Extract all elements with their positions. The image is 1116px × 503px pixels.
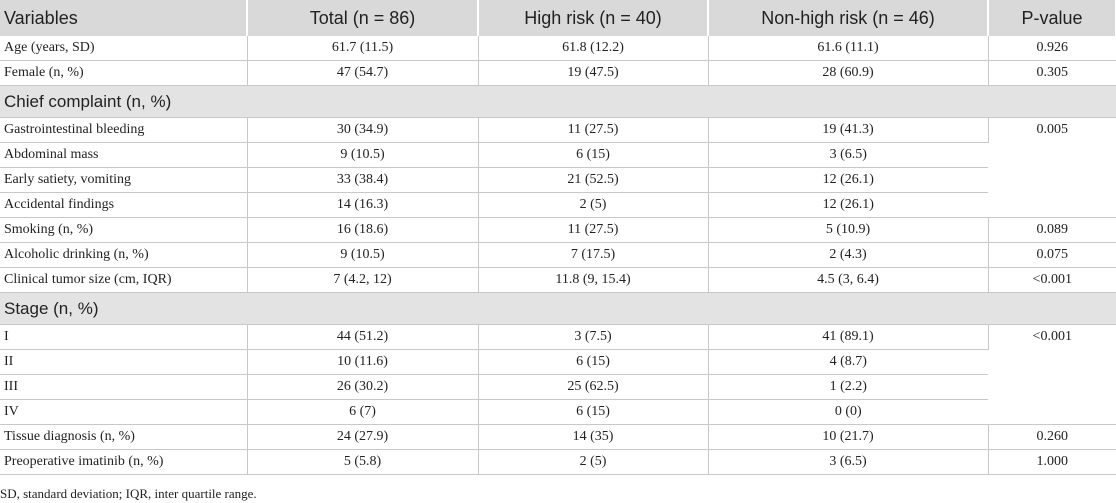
table-row: Abdominal mass 9 (10.5) 6 (15) 3 (6.5) <box>0 142 1116 168</box>
table-row: Stage (n, %) <box>0 292 1116 325</box>
header-cell: Variables <box>0 0 248 36</box>
header-cell: Total (n = 86) <box>247 0 479 36</box>
cell: 4.5 (3, 6.4) <box>708 267 989 293</box>
cell: 1.000 <box>988 449 1116 475</box>
cell: 26 (30.2) <box>247 374 479 400</box>
cell: 61.6 (11.1) <box>708 36 989 61</box>
cell: <0.001 <box>988 324 1116 425</box>
cell: 9 (10.5) <box>247 142 479 168</box>
cell: 6 (15) <box>478 399 709 425</box>
cell: 6 (15) <box>478 349 709 375</box>
table-row: Gastrointestinal bleeding 30 (34.9) 11 (27… <box>0 117 1116 218</box>
section-cell: Chief complaint (n, %) <box>0 85 1116 118</box>
row-label: Alcoholic drinking (n, %) <box>0 242 248 268</box>
table-row: IV 6 (7) 6 (15) 0 (0) <box>0 399 1116 425</box>
table-body: Age (years, SD) 61.7 (11.5) 61.8 (12.2) 61.… <box>0 36 1116 475</box>
table-row: Preoperative imatinib (n, %) 5 (5.8) 2 (5)… <box>0 449 1116 475</box>
section-cell: Stage (n, %) <box>0 292 1116 325</box>
cell: 12 (26.1) <box>708 192 988 218</box>
cell: 41 (89.1) <box>708 324 989 350</box>
cell: 0.305 <box>988 60 1116 86</box>
row-label: Abdominal mass <box>0 142 248 168</box>
cell: 4 (8.7) <box>708 349 988 375</box>
cell: 6 (7) <box>247 399 479 425</box>
row-label: Gastrointestinal bleeding <box>0 117 248 143</box>
cell: 14 (16.3) <box>247 192 479 218</box>
cell: 25 (62.5) <box>478 374 709 400</box>
row-label: Clinical tumor size (cm, IQR) <box>0 267 248 293</box>
row-label: III <box>0 374 248 400</box>
cell: 2 (5) <box>478 192 709 218</box>
header-cell: Non-high risk (n = 46) <box>708 0 989 36</box>
cell: 11.8 (9, 15.4) <box>478 267 709 293</box>
table-row: II 10 (11.6) 6 (15) 4 (8.7) <box>0 349 1116 375</box>
data-table: Variables Total (n = 86) High risk (n = 40… <box>0 0 1116 475</box>
cell: 0.260 <box>988 424 1116 450</box>
footnote: SD, standard deviation; IQR, inter quart… <box>0 486 257 501</box>
table-row: Accidental findings 14 (16.3) 2 (5) 12 (26.… <box>0 192 1116 218</box>
table-row: Chief complaint (n, %) <box>0 85 1116 118</box>
cell: 11 (27.5) <box>478 117 709 143</box>
cell: 1 (2.2) <box>708 374 988 400</box>
cell: <0.001 <box>988 267 1116 293</box>
cell: 61.8 (12.2) <box>478 36 709 61</box>
table-row: I 44 (51.2) 3 (7.5) 41 (89.1) <0.001 <box>0 324 1116 425</box>
table-row: Female (n, %) 47 (54.7) 19 (47.5) 28 (60.9)… <box>0 60 1116 86</box>
row-label: Early satiety, vomiting <box>0 167 248 193</box>
cell: 21 (52.5) <box>478 167 709 193</box>
row-label: IV <box>0 399 248 425</box>
row-label: Age (years, SD) <box>0 36 248 61</box>
cell: 16 (18.6) <box>247 217 479 243</box>
cell: 19 (47.5) <box>478 60 709 86</box>
cell: 3 (6.5) <box>708 449 989 475</box>
table-row: Clinical tumor size (cm, IQR) 7 (4.2, 12)… <box>0 267 1116 293</box>
cell: 0.089 <box>988 217 1116 243</box>
cell: 28 (60.9) <box>708 60 989 86</box>
cell: 9 (10.5) <box>247 242 479 268</box>
cell: 6 (15) <box>478 142 709 168</box>
cell: 2 (5) <box>478 449 709 475</box>
cell: 14 (35) <box>478 424 709 450</box>
row-label: Accidental findings <box>0 192 248 218</box>
cell: 10 (21.7) <box>708 424 989 450</box>
row-label: Tissue diagnosis (n, %) <box>0 424 248 450</box>
table-row: Smoking (n, %) 16 (18.6) 11 (27.5) 5 (10.9)… <box>0 217 1116 243</box>
cell: 2 (4.3) <box>708 242 989 268</box>
header-cell: P-value <box>988 0 1116 36</box>
row-label: Smoking (n, %) <box>0 217 248 243</box>
cell: 5 (5.8) <box>247 449 479 475</box>
cell: 44 (51.2) <box>247 324 479 350</box>
cell: 3 (7.5) <box>478 324 709 350</box>
table-row: Alcoholic drinking (n, %) 9 (10.5) 7 (17.5… <box>0 242 1116 268</box>
table-row: Early satiety, vomiting 33 (38.4) 21 (52.5… <box>0 167 1116 193</box>
cell: 0.005 <box>988 117 1116 218</box>
cell: 7 (17.5) <box>478 242 709 268</box>
cell: 19 (41.3) <box>708 117 989 143</box>
cell: 10 (11.6) <box>247 349 479 375</box>
table-row: III 26 (30.2) 25 (62.5) 1 (2.2) <box>0 374 1116 400</box>
cell: 33 (38.4) <box>247 167 479 193</box>
cell: 12 (26.1) <box>708 167 988 193</box>
cell: 11 (27.5) <box>478 217 709 243</box>
cell: 7 (4.2, 12) <box>247 267 479 293</box>
header-row: Variables Total (n = 86) High risk (n = 40… <box>0 0 1116 36</box>
row-label: I <box>0 324 248 350</box>
row-label: II <box>0 349 248 375</box>
cell: 0.926 <box>988 36 1116 61</box>
row-label: Female (n, %) <box>0 60 248 86</box>
row-label: Preoperative imatinib (n, %) <box>0 449 248 475</box>
cell: 0 (0) <box>708 399 988 425</box>
cell: 3 (6.5) <box>708 142 988 168</box>
cell: 5 (10.9) <box>708 217 989 243</box>
cell: 30 (34.9) <box>247 117 479 143</box>
cell: 61.7 (11.5) <box>247 36 479 61</box>
table-row: Age (years, SD) 61.7 (11.5) 61.8 (12.2) 61.… <box>0 36 1116 61</box>
table-row: Tissue diagnosis (n, %) 24 (27.9) 14 (35) 1… <box>0 424 1116 450</box>
cell: 47 (54.7) <box>247 60 479 86</box>
cell: 24 (27.9) <box>247 424 479 450</box>
header-cell: High risk (n = 40) <box>478 0 709 36</box>
cell: 0.075 <box>988 242 1116 268</box>
